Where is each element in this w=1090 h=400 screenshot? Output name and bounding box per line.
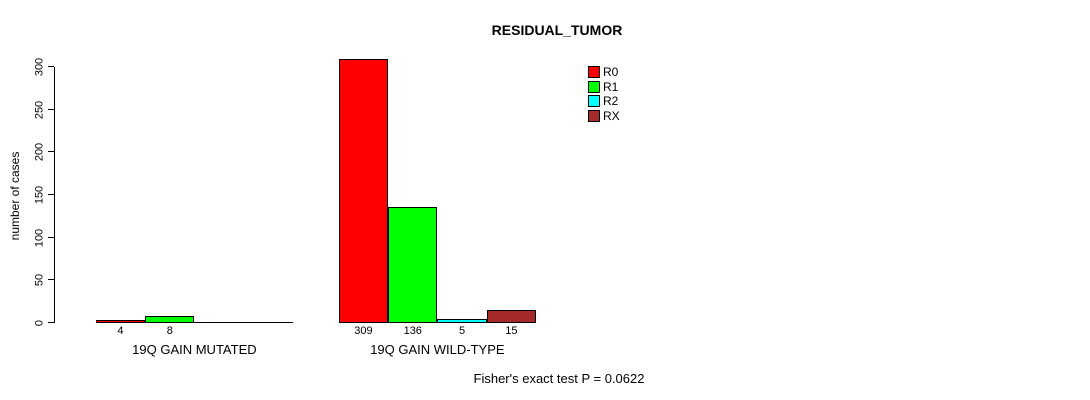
legend-label: R0 bbox=[603, 65, 619, 79]
y-axis-tick-label: 150 bbox=[33, 185, 46, 205]
y-axis-tick-label: 50 bbox=[33, 274, 46, 287]
legend-swatch-r1 bbox=[588, 80, 600, 93]
legend-swatch-rx bbox=[588, 110, 600, 123]
bar-value-label: 4 bbox=[117, 325, 124, 337]
bar-r0-wild-type bbox=[338, 59, 389, 323]
bar-r2-wild-type bbox=[437, 318, 487, 323]
bar-r0-mutated bbox=[95, 319, 146, 323]
footnote-text: Fisher's exact test P = 0.0622 bbox=[473, 371, 645, 386]
y-axis-tick bbox=[48, 236, 54, 238]
bar-value-label: 8 bbox=[166, 325, 173, 337]
bar-value-label: 15 bbox=[505, 325, 518, 337]
y-axis-tick bbox=[48, 279, 54, 281]
legend-label: R2 bbox=[603, 94, 619, 109]
x-category-label: 19Q GAIN MUTATED bbox=[132, 342, 257, 357]
y-axis-tick bbox=[48, 151, 54, 153]
y-axis-tick bbox=[48, 66, 54, 67]
bar-r1-wild-type bbox=[388, 206, 438, 323]
legend-swatch-r2 bbox=[588, 95, 600, 108]
y-axis-tick-label: 250 bbox=[33, 100, 46, 119]
chart-title: RESIDUAL_TUMOR bbox=[491, 22, 623, 38]
x-axis-baseline bbox=[95, 322, 293, 323]
legend-swatch-r0 bbox=[588, 66, 600, 78]
legend-label: RX bbox=[603, 109, 620, 124]
legend-label: R1 bbox=[603, 79, 619, 94]
y-axis-line bbox=[54, 67, 55, 323]
x-category-label: 19Q GAIN WILD-TYPE bbox=[370, 342, 505, 357]
y-axis-tick-label: 300 bbox=[33, 57, 46, 77]
y-axis-tick bbox=[48, 108, 54, 110]
bar-rx-wild-type bbox=[486, 310, 536, 323]
y-axis-tick-label: 200 bbox=[33, 143, 46, 162]
bar-value-label: 5 bbox=[458, 325, 466, 337]
y-axis-tick-label: 100 bbox=[33, 228, 46, 247]
bar-r1-mutated bbox=[145, 316, 195, 323]
y-axis-tick bbox=[48, 322, 54, 323]
y-axis-tick-label: 0 bbox=[33, 319, 46, 327]
bar-value-label: 136 bbox=[403, 325, 422, 337]
y-axis-tick bbox=[48, 194, 54, 195]
bar-value-label: 309 bbox=[354, 325, 373, 337]
